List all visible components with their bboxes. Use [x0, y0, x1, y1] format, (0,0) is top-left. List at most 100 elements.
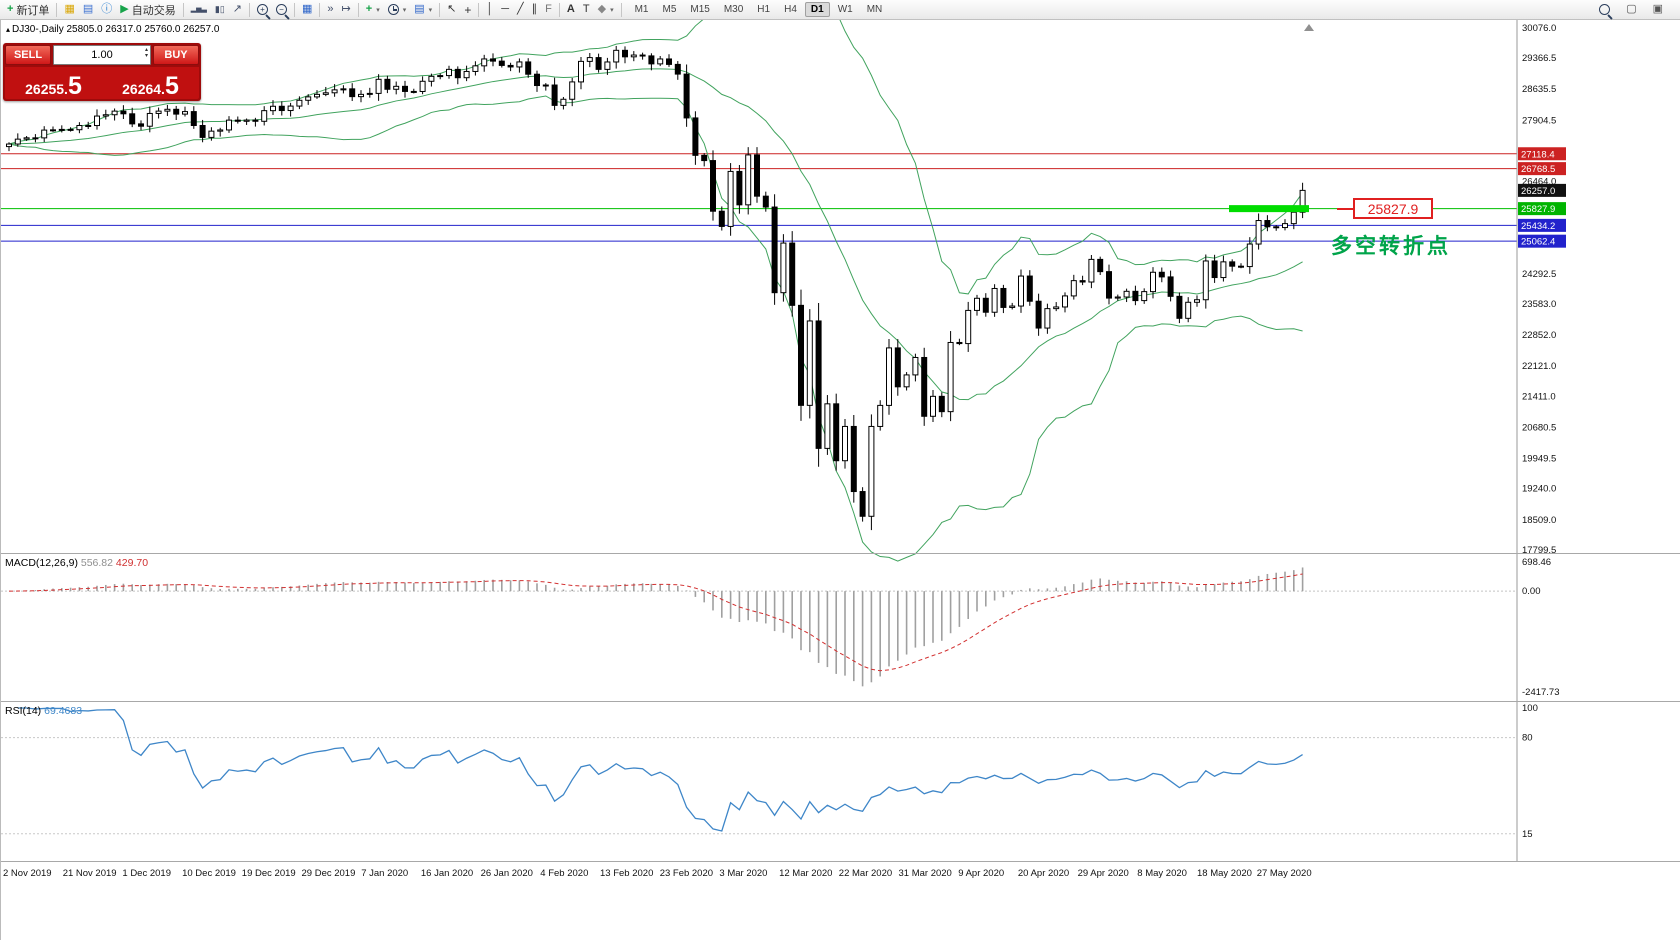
date-label: 10 Dec 2019: [182, 868, 236, 879]
toolbar-separator: [249, 2, 250, 17]
templates-button[interactable]: ▤ ▾: [410, 1, 436, 19]
timeframe-mn[interactable]: MN: [866, 4, 883, 15]
crosshair-button[interactable]: +: [460, 1, 475, 19]
candle-bear: [798, 304, 804, 406]
profiles-button[interactable]: ▤: [79, 1, 97, 19]
rsi-name: RSI(14): [5, 705, 42, 717]
search-button[interactable]: [1595, 1, 1614, 19]
timeframe-m15[interactable]: M15: [690, 4, 710, 15]
candle-bear: [921, 356, 928, 417]
search-icon: [1599, 4, 1611, 15]
candle-bear: [129, 113, 136, 125]
trendline-icon: ╱: [517, 3, 524, 15]
trendline-button[interactable]: ╱: [513, 1, 528, 19]
highlight-bar[interactable]: [1229, 205, 1309, 213]
tile-windows-button[interactable]: ▦: [298, 1, 316, 19]
volume-input[interactable]: [68, 49, 136, 61]
indicators-icon: +: [365, 3, 373, 15]
rsi-axis-label: 80: [1522, 733, 1533, 744]
about-icon: ⓘ: [101, 3, 113, 15]
candle-bull: [1246, 243, 1253, 268]
new-order-icon: +: [7, 3, 14, 15]
date-label: 12 Mar 2020: [779, 868, 832, 879]
candle-bear: [252, 119, 259, 122]
candle-bull: [780, 242, 787, 294]
candle-bull: [305, 96, 312, 101]
zoom-out-button[interactable]: −: [272, 1, 291, 19]
new-chart-button[interactable]: ▦: [60, 1, 78, 19]
volume-field[interactable]: ▴▾: [53, 45, 151, 65]
periods-button[interactable]: ▾: [384, 1, 411, 19]
text-button[interactable]: A: [563, 1, 579, 19]
macd-axis-label: 698.46: [1522, 557, 1551, 568]
candle-bull: [1282, 223, 1288, 229]
spinner-up-icon[interactable]: ▴: [144, 47, 148, 53]
date-label: 9 Apr 2020: [958, 868, 1004, 879]
candle-bull: [287, 105, 294, 112]
candle-bull: [102, 114, 109, 117]
horizontal-line-button[interactable]: ─: [497, 1, 513, 19]
buy-button[interactable]: BUY: [153, 45, 199, 65]
windows-list-button[interactable]: ▣: [1649, 1, 1667, 19]
new-window-button[interactable]: ▢: [1622, 1, 1640, 19]
sell-button[interactable]: SELL: [5, 45, 51, 65]
new-order-button[interactable]: + 新订单: [3, 1, 53, 19]
vertical-line-button[interactable]: │: [482, 1, 497, 19]
timeframe-h1[interactable]: H1: [757, 4, 771, 15]
candle-bear: [710, 160, 716, 212]
cursor-button[interactable]: ↖: [443, 1, 460, 19]
candle-bear: [1229, 261, 1236, 267]
zoom-in-button[interactable]: +: [253, 1, 272, 19]
spinner-down-icon[interactable]: ▾: [144, 53, 148, 59]
chart-shift-button[interactable]: ↦: [338, 1, 355, 19]
fibonacci-button[interactable]: F: [541, 1, 556, 19]
price-tick-label: 19949.5: [1522, 454, 1556, 465]
price-marker-label: 25062.4: [1521, 237, 1555, 248]
chart-title-text: DJ30-,Daily 25805.0 26317.0 25760.0 2625…: [12, 24, 220, 35]
candle-bull: [58, 128, 65, 131]
toolbar-separator: [294, 2, 295, 17]
new-order-button-label: 新订单: [16, 4, 50, 17]
timeframe-m30[interactable]: M30: [723, 4, 744, 15]
auto-trading-icon: ▶: [120, 3, 129, 15]
auto-trading-button[interactable]: ▶ 自动交易: [116, 1, 179, 19]
text-label-button[interactable]: T: [579, 1, 594, 19]
rsi-label: RSI(14) 69.4683: [5, 705, 82, 717]
indicators-button[interactable]: + ▾: [362, 1, 384, 19]
candle-bear: [701, 154, 708, 162]
channel-button[interactable]: ∥: [528, 1, 542, 19]
date-label: 2 Nov 2019: [3, 868, 52, 879]
cursor-icon: ↖: [447, 3, 457, 15]
candle-bull: [146, 112, 153, 127]
candle-bear: [1273, 226, 1280, 229]
volume-spinner[interactable]: ▴ ▾: [145, 47, 148, 59]
candle-bull: [6, 143, 12, 148]
arrows-button[interactable]: ◆ ▾: [594, 1, 618, 19]
price-annotation-tag[interactable]: 25827.9: [1353, 198, 1433, 219]
timeframe-m1[interactable]: M1: [634, 4, 649, 15]
bar-chart-button[interactable]: ▂▅▃: [187, 1, 211, 19]
bar-chart-icon: ▂▅▃: [190, 6, 207, 13]
candle-bear: [278, 105, 285, 112]
bollinger-upper-band: [8, 20, 1304, 295]
line-chart-button[interactable]: ↗: [229, 1, 246, 19]
timeframe-w1[interactable]: W1: [837, 4, 853, 15]
auto-scroll-button[interactable]: »: [323, 1, 337, 19]
timeframe-d1[interactable]: D1: [804, 2, 830, 17]
buy-price[interactable]: 26264. 5: [102, 67, 199, 99]
timeframe-m5[interactable]: M5: [662, 4, 677, 15]
candle-bear: [1026, 275, 1033, 302]
candlestick-chart-button[interactable]: ▮▯: [211, 1, 229, 19]
candle-bull: [1062, 295, 1068, 308]
trade-panel-prices: 26255. 5 26264. 5: [5, 67, 199, 99]
candle-bull: [481, 58, 488, 67]
sell-price[interactable]: 26255. 5: [5, 67, 102, 99]
candle-bull: [1018, 275, 1024, 307]
price-marker: [1518, 218, 1566, 232]
vertical-line-icon: │: [486, 3, 494, 15]
timeframe-h4[interactable]: H4: [784, 4, 797, 15]
candle-bull: [23, 137, 30, 140]
candle-bull: [912, 356, 919, 376]
about-button[interactable]: ⓘ: [97, 1, 116, 19]
candle-bear: [349, 88, 356, 98]
